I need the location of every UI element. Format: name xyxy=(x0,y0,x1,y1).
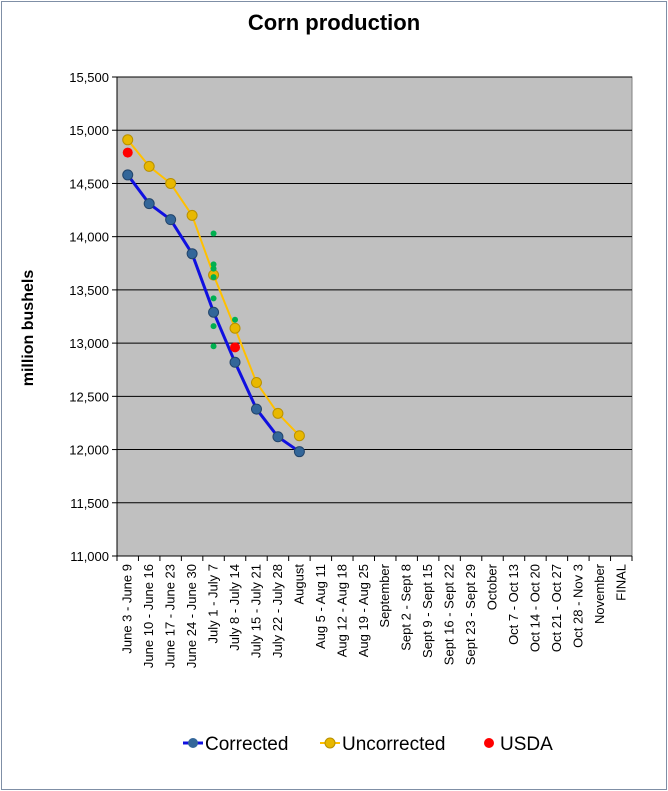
gridlines xyxy=(117,76,632,504)
uncorrected-point xyxy=(143,160,155,172)
y-tick-label: 11,500 xyxy=(70,496,109,511)
plot-area xyxy=(116,76,633,557)
uncorrected-point xyxy=(122,134,134,146)
green-estimate-point xyxy=(210,261,217,268)
y-tick-label: 11,000 xyxy=(70,549,109,564)
legend-usda-marker xyxy=(484,738,494,748)
y-tick-label: 12,000 xyxy=(69,443,109,458)
x-tick-labels: June 3 - June 9 June 10 - June 16 June 17 … xyxy=(120,563,629,668)
x-tick-label: Aug 12 - Aug 18 xyxy=(334,564,349,657)
x-tick-label: June 3 - June 9 xyxy=(120,564,135,654)
corrected-point xyxy=(293,446,305,458)
y-tick-label: 13,500 xyxy=(69,283,109,298)
x-tick-label: Oct 28 - Nov 3 xyxy=(570,564,585,648)
green-estimate-point xyxy=(210,265,217,272)
corrected-point xyxy=(208,306,220,318)
x-tick-label: Sept 9 - Sept 15 xyxy=(420,564,435,658)
x-tick-label: Aug 19 - Aug 25 xyxy=(356,564,371,657)
y-tick-label: 15,500 xyxy=(69,70,109,85)
green-estimate-point xyxy=(210,343,217,350)
y-tick-labels: 11,000 11,500 12,000 12,500 13,000 13,500 14,0… xyxy=(69,70,109,564)
green-estimate-point xyxy=(210,230,217,237)
x-tick-label: August xyxy=(291,564,306,605)
green-estimate-point xyxy=(210,295,217,302)
corrected-point xyxy=(229,356,241,368)
x-tick-label: July 8 - July 14 xyxy=(227,564,242,651)
x-tick-label: Aug 5 - Aug 11 xyxy=(313,564,328,649)
uncorrected-point xyxy=(165,177,177,189)
x-tick-label: Oct 7 - Oct 13 xyxy=(506,564,521,645)
series-layer xyxy=(122,134,305,458)
uncorrected-point xyxy=(293,430,305,442)
legend-usda-label: USDA xyxy=(500,734,553,755)
x-tick-label: July 15 - July 21 xyxy=(248,564,263,658)
x-tick-label: November xyxy=(592,563,607,624)
y-tick-label: 13,000 xyxy=(69,336,109,351)
green-estimate-point xyxy=(210,274,217,281)
corrected-point xyxy=(165,214,177,226)
x-tick-label: July 1 - July 7 xyxy=(206,564,221,643)
legend-corrected-label: Corrected xyxy=(205,734,288,755)
green-estimate-point xyxy=(210,323,217,330)
x-tick-label: Sept 16 - Sept 22 xyxy=(442,564,457,665)
corrected-point xyxy=(122,169,134,181)
legend: Corrected Uncorrected USDA xyxy=(183,734,553,755)
x-tick-label: Oct 14 - Oct 20 xyxy=(527,564,542,652)
x-tick-label: October xyxy=(485,563,500,610)
x-tick-label: FINAL xyxy=(613,564,628,601)
x-tick-label: June 24 - June 30 xyxy=(184,564,199,668)
corrected-point xyxy=(250,403,262,415)
legend-uncorrected-label: Uncorrected xyxy=(342,734,446,755)
axes xyxy=(112,76,633,561)
uncorrected-point xyxy=(250,376,262,388)
y-tick-label: 12,500 xyxy=(69,389,109,404)
x-tick-label: September xyxy=(377,563,392,627)
uncorrected-point xyxy=(186,209,198,221)
uncorrected-point xyxy=(229,322,241,334)
y-tick-label: 14,000 xyxy=(69,230,109,245)
y-tick-label: 15,000 xyxy=(69,123,109,138)
x-tick-label: Oct 21 - Oct 27 xyxy=(549,564,564,652)
usda-point xyxy=(230,342,241,353)
x-tick-label: Sept 23 - Sept 29 xyxy=(463,564,478,665)
x-tick-label: Sept 2 - Sept 8 xyxy=(399,564,414,651)
x-tick-label: June 10 - June 16 xyxy=(141,564,156,668)
corrected-point xyxy=(186,248,198,260)
y-tick-label: 14,500 xyxy=(69,176,109,191)
usda-point xyxy=(122,147,133,158)
legend-uncorrected-marker xyxy=(324,737,336,749)
green-estimate-point xyxy=(232,316,239,323)
legend-corrected-marker xyxy=(188,738,198,748)
corrected-point xyxy=(143,198,155,210)
uncorrected-point xyxy=(272,407,284,419)
y-axis-label: million bushels xyxy=(20,270,37,387)
chart-title: Corn production xyxy=(248,10,420,35)
x-tick-label: June 17 - June 23 xyxy=(163,564,178,668)
corrected-point xyxy=(272,431,284,443)
x-tick-label: July 22 - July 28 xyxy=(270,564,285,658)
